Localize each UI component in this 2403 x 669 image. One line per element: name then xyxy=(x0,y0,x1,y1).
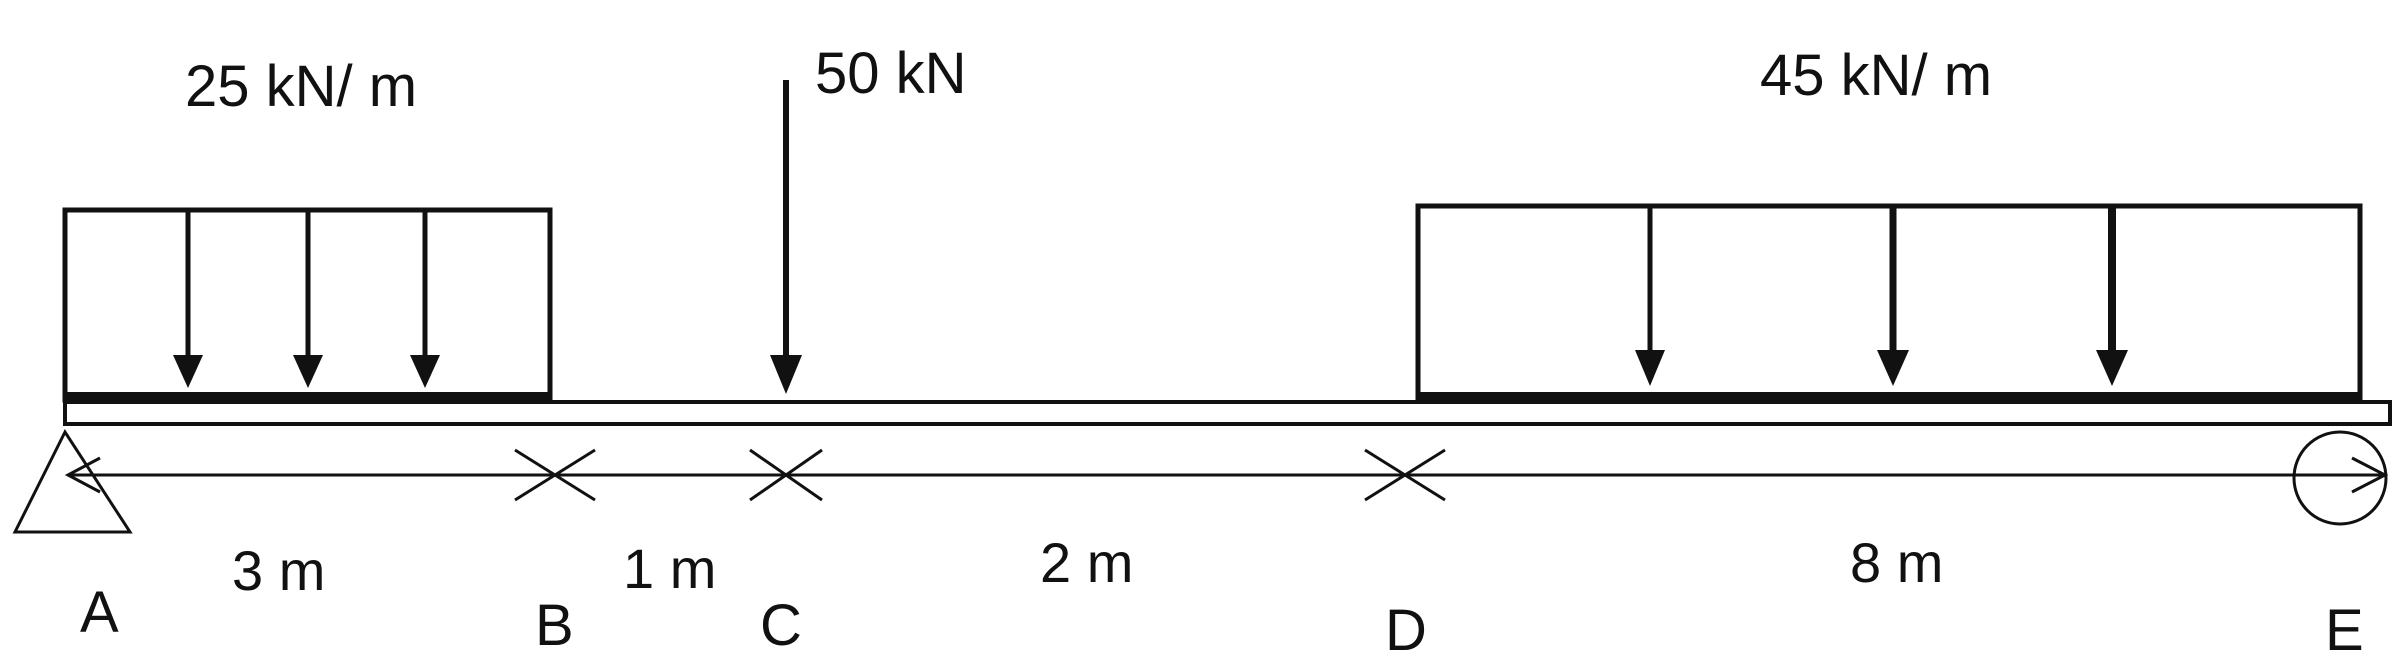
udl-left-arrow xyxy=(173,212,203,388)
roller-support xyxy=(2292,430,2388,526)
udl-left-label: 25 kN/ m xyxy=(185,54,417,119)
udl-left-arrow xyxy=(293,212,323,388)
pin-support xyxy=(12,428,133,534)
udl-left xyxy=(62,207,553,403)
beam xyxy=(63,400,2392,426)
point-load-arrowhead xyxy=(770,355,802,394)
dimension-tick-d xyxy=(1364,448,1446,502)
dimension-tick-c xyxy=(749,448,823,502)
udl-left-arrow xyxy=(410,212,440,388)
udl-right xyxy=(1415,203,2363,403)
udl-right-arrow xyxy=(1635,208,1665,386)
point-label-c: C xyxy=(760,593,802,658)
point-label-e: E xyxy=(2325,598,2364,663)
udl-right-label: 45 kN/ m xyxy=(1760,43,1992,108)
point-label-d: D xyxy=(1385,598,1427,663)
point-label-a: A xyxy=(80,580,119,645)
dimension-label-de: 8 m xyxy=(1850,531,1943,594)
dimension-label-cd: 2 m xyxy=(1040,531,1133,594)
dimension-arrow-left xyxy=(64,456,101,494)
udl-right-arrow xyxy=(1877,208,1909,386)
point-load-label: 50 kN xyxy=(815,41,967,106)
point-load xyxy=(770,80,802,394)
point-label-b: B xyxy=(535,593,574,658)
dimension-label-ab: 3 m xyxy=(232,539,325,602)
dimension-line xyxy=(64,448,2389,502)
udl-right-arrow xyxy=(2096,208,2128,386)
dimension-tick-b xyxy=(514,448,596,502)
dimension-label-bc: 1 m xyxy=(623,537,716,600)
